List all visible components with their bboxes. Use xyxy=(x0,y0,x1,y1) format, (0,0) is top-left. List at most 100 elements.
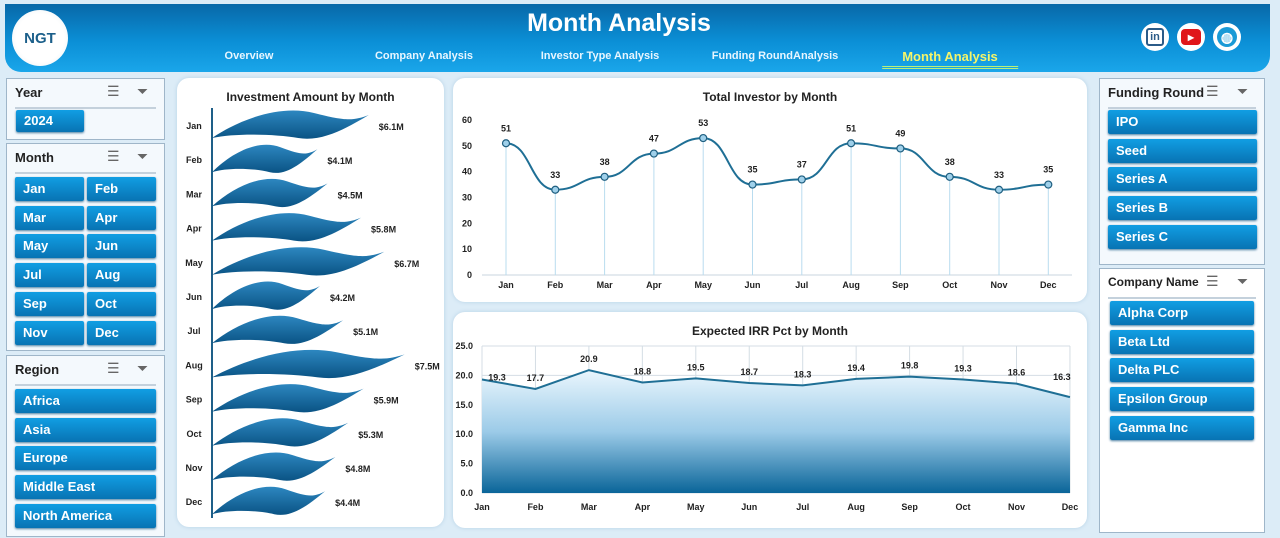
slicer-item-aug[interactable]: Aug xyxy=(87,263,156,288)
slicer-item-europe[interactable]: Europe xyxy=(15,446,156,471)
data-label: 33 xyxy=(550,170,560,180)
slicer-title: Region xyxy=(15,362,60,377)
nav-investor-type-analysis[interactable]: Investor Type Analysis xyxy=(540,50,660,62)
bar-dec xyxy=(212,486,326,515)
data-point-jul xyxy=(797,175,806,184)
slicer-item-seed[interactable]: Seed xyxy=(1108,138,1257,163)
multi-select-icon[interactable]: ☰ xyxy=(107,83,120,99)
slicer-item-beta-ltd[interactable]: Beta Ltd xyxy=(1110,329,1254,354)
data-point-feb xyxy=(551,185,560,194)
slicer-item-may[interactable]: May xyxy=(15,234,84,259)
slicer-item-gamma-inc[interactable]: Gamma Inc xyxy=(1110,415,1254,440)
data-label: 35 xyxy=(1043,165,1053,175)
data-label: 53 xyxy=(698,118,708,128)
nav-company-analysis[interactable]: Company Analysis xyxy=(374,50,474,62)
data-label: 17.7 xyxy=(527,373,545,383)
x-tick-label: Dec xyxy=(1040,280,1057,290)
clear-filter-icon[interactable]: ⏷ xyxy=(137,148,149,164)
slicer-item-oct[interactable]: Oct xyxy=(87,291,156,316)
data-label: 19.8 xyxy=(901,361,919,371)
multi-select-icon[interactable]: ☰ xyxy=(107,360,120,376)
slicer-title: Company Name xyxy=(1108,275,1199,289)
nav-funding-round-analysis[interactable]: Funding RoundAnalysis xyxy=(711,50,839,62)
x-tick-label: Apr xyxy=(635,502,651,512)
slicer-item-nov[interactable]: Nov xyxy=(15,320,84,345)
x-tick-label: Oct xyxy=(956,502,971,512)
nav-overview[interactable]: Overview xyxy=(224,50,274,62)
bar-data-label: $4.4M xyxy=(335,498,360,508)
slicer-item-mar[interactable]: Mar xyxy=(15,205,84,230)
data-label: 38 xyxy=(600,157,610,167)
bar-apr xyxy=(212,213,362,242)
slicer-item-ipo[interactable]: IPO xyxy=(1108,110,1257,134)
slicer-item-asia[interactable]: Asia xyxy=(15,417,156,442)
bar-category-label: Apr xyxy=(186,224,202,234)
bar-may xyxy=(212,247,385,276)
header-banner xyxy=(5,4,1270,72)
y-tick-label: 0.0 xyxy=(460,488,473,498)
data-point-aug xyxy=(846,139,856,148)
x-tick-label: Mar xyxy=(581,502,598,512)
multi-select-icon[interactable]: ☰ xyxy=(1206,83,1219,99)
divider xyxy=(1108,297,1256,299)
x-tick-label: Jun xyxy=(744,280,760,290)
slicer-item-jun[interactable]: Jun xyxy=(87,234,156,259)
slicer-item-sep[interactable]: Sep xyxy=(15,291,84,316)
chart-title: Investment Amount by Month xyxy=(226,90,395,104)
year-slicer: Year ☰ ⏷ 2024 xyxy=(6,78,165,140)
y-tick-label: 30 xyxy=(462,193,472,203)
slicer-title: Funding Round xyxy=(1108,85,1205,100)
slicer-item-jul[interactable]: Jul xyxy=(15,263,84,288)
data-label: 18.3 xyxy=(794,369,812,379)
bar-feb xyxy=(212,144,318,173)
bar-category-label: Sep xyxy=(186,395,203,405)
slicer-item-delta-plc[interactable]: Delta PLC xyxy=(1110,358,1254,383)
bar-category-label: Feb xyxy=(186,155,203,165)
slicer-item-alpha-corp[interactable]: Alpha Corp xyxy=(1110,301,1254,325)
clear-filter-icon[interactable]: ⏷ xyxy=(137,360,149,376)
divider xyxy=(15,172,156,174)
data-point-apr xyxy=(649,149,659,158)
bar-data-label: $4.2M xyxy=(330,293,355,303)
bar-data-label: $4.1M xyxy=(327,156,352,166)
slicer-item-middle-east[interactable]: Middle East xyxy=(15,475,156,500)
area-fill xyxy=(482,370,1070,493)
nav-month-analysis[interactable]: Month Analysis xyxy=(882,49,1018,69)
y-tick-label: 40 xyxy=(462,167,472,177)
clear-filter-icon[interactable]: ⏷ xyxy=(1237,83,1249,99)
x-tick-label: Sep xyxy=(892,280,909,290)
bar-data-label: $6.1M xyxy=(379,122,404,132)
data-label: 33 xyxy=(994,170,1004,180)
bar-mar xyxy=(212,178,328,208)
linkedin-button[interactable]: in xyxy=(1141,23,1169,51)
x-tick-label: May xyxy=(687,502,705,512)
slicer-item-africa[interactable]: Africa xyxy=(15,389,156,413)
x-tick-label: Aug xyxy=(842,280,860,290)
slicer-item-north-america[interactable]: North America xyxy=(15,503,156,528)
multi-select-icon[interactable]: ☰ xyxy=(107,148,120,164)
clear-filter-icon[interactable]: ⏷ xyxy=(1237,273,1249,289)
slicer-item-2024[interactable]: 2024 xyxy=(16,110,84,132)
slicer-item-jan[interactable]: Jan xyxy=(15,177,84,201)
slicer-item-feb[interactable]: Feb xyxy=(87,177,156,201)
slicer-item-series-c[interactable]: Series C xyxy=(1108,224,1257,249)
linkedin-icon: in xyxy=(1146,28,1164,46)
youtube-button[interactable]: ▶ xyxy=(1177,23,1205,51)
bar-category-label: Oct xyxy=(186,429,201,439)
x-tick-label: Mar xyxy=(597,280,614,290)
page-title: Month Analysis xyxy=(527,9,711,37)
slicer-item-dec[interactable]: Dec xyxy=(87,320,156,345)
website-button[interactable]: ◍ xyxy=(1213,23,1241,51)
clear-filter-icon[interactable]: ⏷ xyxy=(137,83,149,99)
bar-data-label: $4.8M xyxy=(345,464,370,474)
funding-round-slicer: Funding Round ☰ ⏷ IPO Seed Series A Series … xyxy=(1099,78,1265,265)
multi-select-icon[interactable]: ☰ xyxy=(1206,273,1219,289)
slicer-item-apr[interactable]: Apr xyxy=(87,205,156,230)
y-tick-label: 20 xyxy=(462,218,472,228)
slicer-item-epsilon-group[interactable]: Epsilon Group xyxy=(1110,387,1254,412)
bar-data-label: $5.1M xyxy=(353,327,378,337)
x-tick-label: Apr xyxy=(646,280,662,290)
slicer-item-series-b[interactable]: Series B xyxy=(1108,196,1257,221)
bar-category-label: May xyxy=(185,258,203,268)
slicer-item-series-a[interactable]: Series A xyxy=(1108,167,1257,192)
